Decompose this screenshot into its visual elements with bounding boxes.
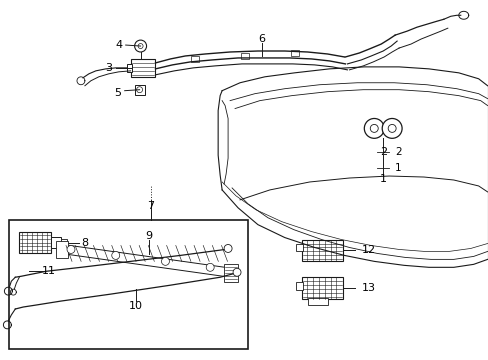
- Text: 5: 5: [114, 88, 121, 98]
- Circle shape: [387, 125, 395, 132]
- Circle shape: [112, 251, 120, 260]
- Circle shape: [138, 44, 143, 49]
- Bar: [224, 264, 238, 282]
- Circle shape: [206, 264, 214, 271]
- Text: 11: 11: [42, 266, 56, 276]
- Bar: [191, 56, 199, 62]
- Text: 12: 12: [361, 246, 375, 256]
- Circle shape: [134, 40, 146, 52]
- Bar: [134, 85, 144, 95]
- Bar: [307, 298, 327, 305]
- Circle shape: [233, 268, 241, 276]
- Text: 1: 1: [394, 163, 401, 173]
- Bar: [61, 239, 67, 247]
- Bar: [295, 243, 302, 251]
- Text: 2: 2: [394, 147, 401, 157]
- Bar: [301, 239, 343, 261]
- Circle shape: [224, 244, 232, 252]
- Text: 3: 3: [105, 63, 112, 73]
- Circle shape: [364, 118, 384, 138]
- Text: 13: 13: [361, 283, 375, 293]
- Circle shape: [161, 257, 169, 265]
- Bar: [295, 282, 302, 290]
- Bar: [241, 53, 248, 59]
- Circle shape: [67, 246, 75, 253]
- Bar: [290, 50, 298, 56]
- Circle shape: [136, 87, 142, 93]
- Bar: [9, 220, 247, 349]
- Bar: [301, 277, 343, 299]
- Text: 9: 9: [144, 230, 152, 240]
- Bar: [130, 59, 154, 77]
- Bar: [19, 231, 51, 253]
- Text: 7: 7: [147, 201, 154, 211]
- Bar: [126, 64, 131, 72]
- Bar: [51, 237, 61, 248]
- Polygon shape: [63, 244, 230, 277]
- Circle shape: [369, 125, 377, 132]
- Bar: [56, 240, 68, 258]
- Text: 6: 6: [258, 34, 265, 44]
- Text: 2: 2: [379, 147, 386, 157]
- Text: 10: 10: [128, 301, 142, 311]
- Circle shape: [382, 118, 401, 138]
- Text: 8: 8: [81, 238, 88, 248]
- Text: 4: 4: [115, 40, 122, 50]
- Text: 1: 1: [379, 174, 386, 184]
